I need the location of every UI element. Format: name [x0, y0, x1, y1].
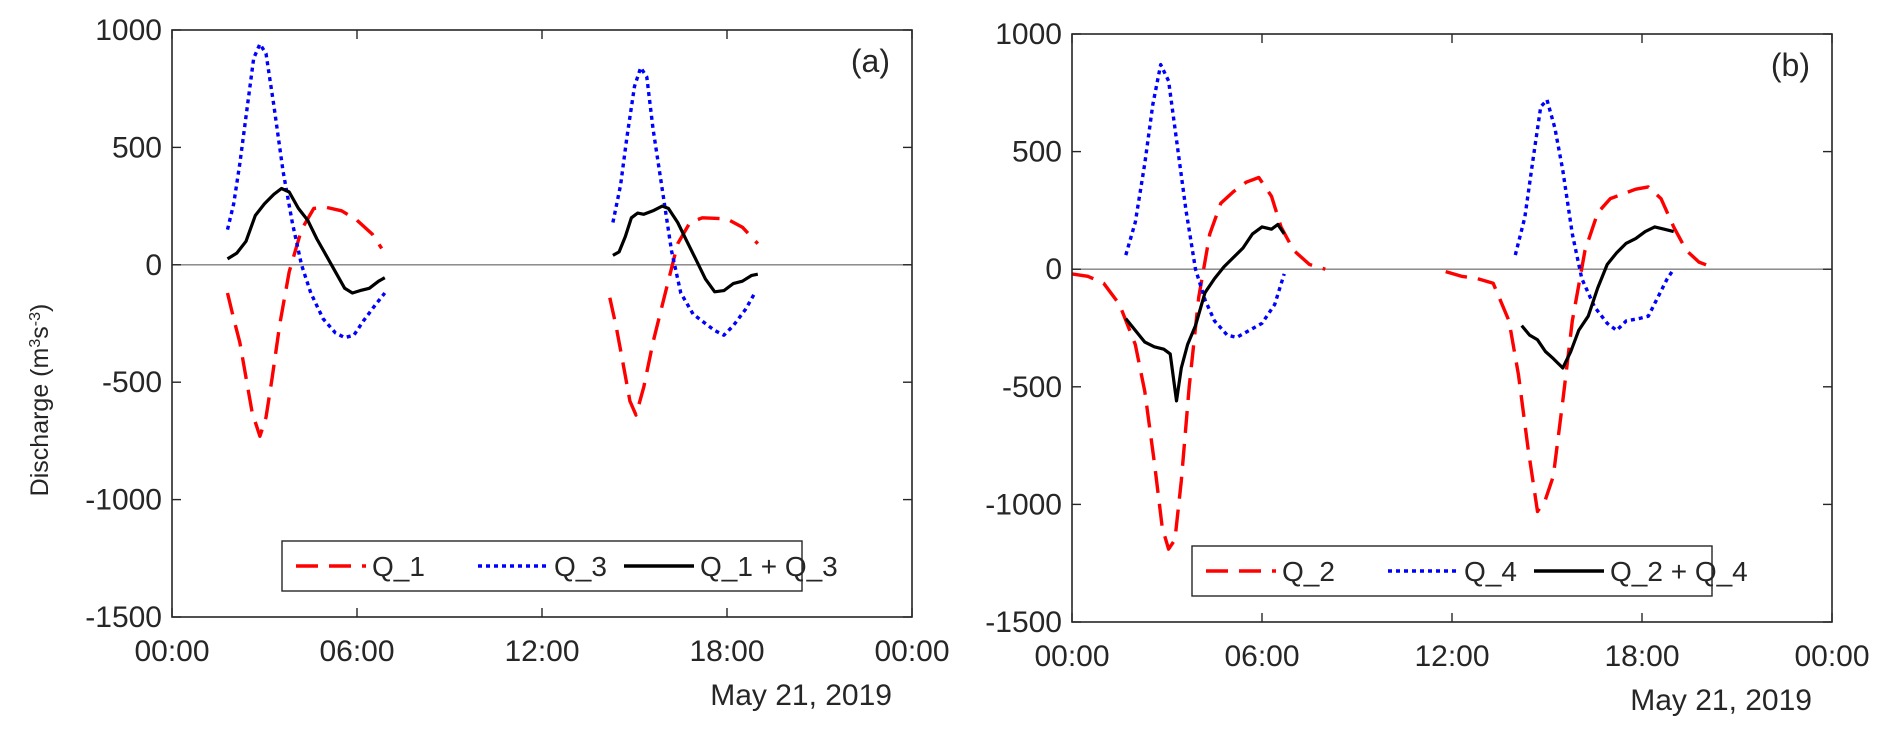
series-line-q-4: [1124, 62, 1286, 340]
series-line-q-1-q-3: [612, 204, 759, 294]
series-line-q-2-q-4: [1520, 225, 1675, 370]
y-axis-label-mid: s: [26, 326, 54, 339]
y-axis-label-exp2: -3: [27, 312, 44, 326]
y-tick-label: -1000: [85, 484, 162, 517]
y-tick-label: 1000: [95, 14, 162, 47]
x-tick-label: 06:00: [1224, 640, 1299, 673]
x-tick-label: 00:00: [1034, 640, 1109, 673]
series-line-q-2: [1445, 185, 1710, 514]
plot-frame: [1071, 33, 1833, 623]
y-tick-label: 500: [112, 131, 162, 164]
chart-panel-a: -1500 -1000 -500 0 500 1000 00:00 06:00 12:00 18:…: [85, 14, 949, 712]
legend-label: Q_1 + Q_3: [700, 551, 838, 582]
y-tick-label: -500: [102, 366, 162, 399]
y-axis-label-end: ): [26, 304, 54, 312]
legend: Q_2 Q_4 Q_2 + Q_4: [1191, 545, 1748, 597]
series-line-q-2-q-4: [1124, 222, 1286, 403]
y-tick-label: 0: [1045, 253, 1062, 286]
x-tick-label: 12:00: [504, 635, 579, 668]
legend-label: Q_4: [1464, 556, 1517, 587]
x-tick-label: 12:00: [1414, 640, 1489, 673]
legend-label: Q_3: [554, 551, 607, 582]
y-tick-label: -1500: [85, 601, 162, 634]
y-tick-label: -500: [1002, 371, 1062, 404]
chart-panel-b: -1500 -1000 -500 0 500 1000 00:00 06:00 12:00 18:…: [985, 18, 1869, 717]
y-tick-label: -1500: [985, 606, 1062, 639]
x-axis-label: May 21, 2019: [1630, 684, 1812, 717]
panel-label: (b): [1771, 47, 1810, 83]
plot-frame: [171, 29, 913, 618]
x-tick-label: 18:00: [1604, 640, 1679, 673]
y-tick-label: -1000: [985, 488, 1062, 521]
x-tick-label: 00:00: [134, 635, 209, 668]
x-tick-label: 18:00: [689, 635, 764, 668]
x-tick-label: 00:00: [1794, 640, 1869, 673]
x-tick-label: 06:00: [319, 635, 394, 668]
legend: Q_1 Q_3 Q_1 + Q_3: [281, 540, 838, 592]
legend-label: Q_2: [1282, 556, 1335, 587]
x-axis-label: May 21, 2019: [710, 679, 892, 712]
series-line-q-3: [225, 42, 387, 340]
x-tick-label: 00:00: [874, 635, 949, 668]
series-line-q-2: [1071, 175, 1326, 551]
y-axis-label-exp1: 3: [27, 339, 44, 348]
legend-label: Q_2 + Q_4: [1610, 556, 1748, 587]
series-line-q-1: [225, 205, 384, 438]
y-axis-label: Discharge (m3s-3): [26, 304, 54, 497]
panel-label: (a): [851, 43, 890, 79]
series-line-q-3: [611, 65, 757, 337]
y-tick-label: 0: [145, 249, 162, 282]
y-axis-label-main: Discharge (m: [26, 348, 54, 497]
series-line-q-1: [608, 216, 760, 417]
legend-label: Q_1: [372, 551, 425, 582]
y-tick-label: 1000: [995, 18, 1062, 51]
y-tick-label: 500: [1012, 136, 1062, 169]
series-line-q-1-q-3: [226, 186, 386, 295]
